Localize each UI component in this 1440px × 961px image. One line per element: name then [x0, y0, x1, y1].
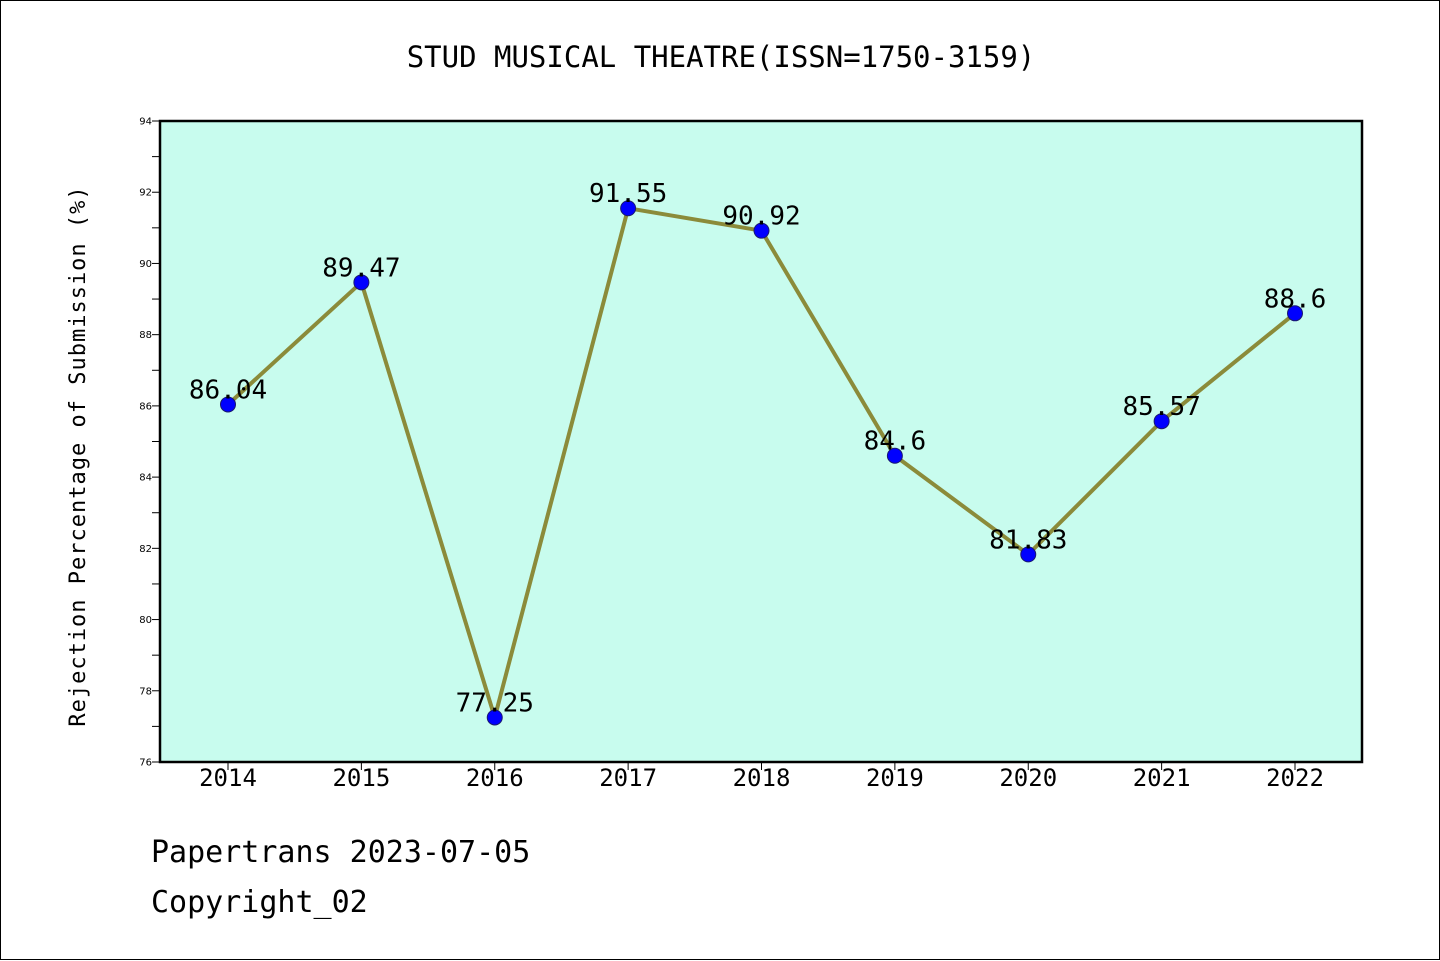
- y-tick-label: 94: [139, 117, 152, 128]
- y-axis-ticks: 76 78 80 82 84 86 88 90 92 94: [139, 117, 160, 769]
- x-tick-label: 2016: [466, 764, 524, 792]
- data-point-marker: [353, 274, 370, 291]
- x-tick-label: 2019: [866, 764, 924, 792]
- data-label: 86.04: [189, 375, 267, 405]
- data-point-marker: [220, 396, 236, 413]
- data-label: 89.47: [322, 253, 400, 283]
- footer-copyright-line: Copyright_02: [151, 885, 368, 920]
- x-axis-ticks: 2014 2015 2016 2017 2018 2019 2020 2021 2022: [199, 762, 1324, 792]
- data-label: 84.6: [864, 427, 927, 457]
- y-tick-label: 92: [139, 188, 152, 199]
- data-point-marker: [620, 200, 637, 217]
- chart-title: STUD MUSICAL THEATRE(ISSN=1750-3159): [407, 40, 1036, 74]
- footer-date-line: Papertrans 2023-07-05: [151, 835, 531, 870]
- y-tick-label: 86: [139, 401, 152, 412]
- data-label: 91.55: [589, 179, 667, 209]
- x-tick-label: 2018: [733, 764, 791, 792]
- data-point-marker: [1020, 546, 1037, 563]
- data-label: 85.57: [1122, 392, 1200, 422]
- y-tick-label: 82: [139, 544, 152, 555]
- data-point-marker: [886, 447, 903, 464]
- y-tick-label: 76: [139, 758, 152, 769]
- data-label: 88.6: [1264, 284, 1327, 314]
- data-point-marker: [753, 222, 770, 239]
- x-tick-label: 2015: [332, 764, 390, 792]
- y-tick-label: 80: [139, 615, 152, 626]
- marker-group: [220, 200, 1303, 726]
- y-tick-label: 78: [139, 686, 152, 697]
- data-point-marker: [486, 709, 503, 726]
- y-tick-label: 84: [139, 473, 152, 484]
- x-tick-label: 2017: [599, 764, 657, 792]
- x-tick-label: 2022: [1266, 764, 1324, 792]
- x-tick-label: 2021: [1133, 764, 1191, 792]
- x-tick-label: 2020: [999, 764, 1057, 792]
- data-point-marker: [1153, 413, 1170, 430]
- y-tick-label: 90: [139, 259, 152, 270]
- data-label-group: 86.04 89.47 77.25 91.55 90.92 84.6 81.83 85.57 8…: [189, 179, 1326, 718]
- data-point-marker: [1287, 305, 1303, 322]
- data-label: 81.83: [989, 525, 1067, 555]
- y-tick-label: 88: [139, 330, 152, 341]
- data-label: 77.25: [456, 688, 534, 718]
- x-tick-label: 2014: [199, 764, 257, 792]
- data-label: 90.92: [722, 202, 800, 232]
- y-axis-label: Rejection Percentage of Submission (%): [66, 185, 91, 726]
